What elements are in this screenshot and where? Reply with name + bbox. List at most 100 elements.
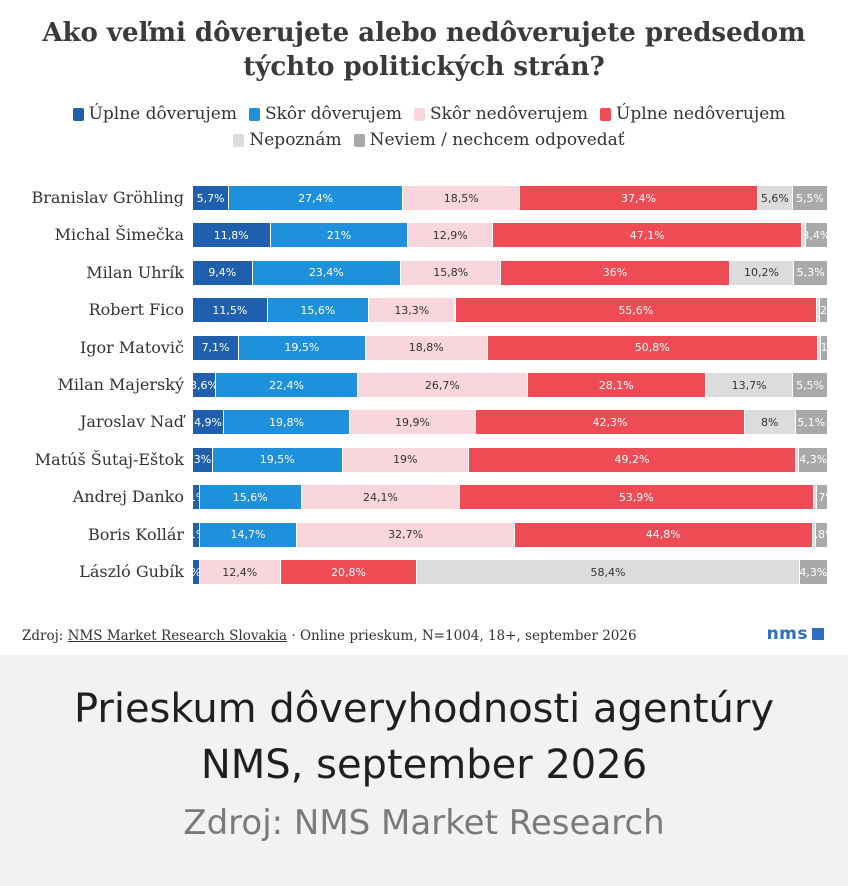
- row-label: Milan Uhrík: [86, 262, 184, 282]
- bar-segment: 18,5%: [403, 186, 521, 210]
- chart-panel: Ako veľmi dôverujete alebo nedôverujete …: [22, 18, 828, 644]
- bar-segment: 58,4%: [417, 560, 800, 584]
- bar-segment: 9,4%: [193, 260, 253, 285]
- data-label: %: [193, 566, 199, 579]
- data-label: 58,4%: [590, 565, 626, 579]
- data-label: 5,3%: [796, 266, 825, 280]
- bar-segment: 50,8%: [487, 335, 818, 360]
- data-label: ,1%: [193, 528, 199, 541]
- bar-segment: 1,2%: [820, 298, 828, 323]
- bar-segment: 26,7%: [358, 373, 528, 397]
- data-label: 12,4%: [222, 565, 258, 579]
- data-label: 12,9%: [432, 228, 468, 242]
- data-label: 19,5%: [284, 341, 320, 355]
- legend-item: Úplne dôverujem: [72, 104, 237, 124]
- data-label: 19%: [393, 453, 418, 467]
- bar-segment: 1,7%: [816, 485, 828, 510]
- data-label: 4,3%: [799, 565, 828, 579]
- legend-label: Úplne dôverujem: [88, 104, 237, 124]
- data-label: 1,2%: [820, 303, 828, 317]
- bar-segment: 5,6%: [757, 186, 794, 210]
- legend-item: Úplne nedôverujem: [600, 104, 785, 124]
- data-label: 53,9%: [618, 490, 654, 504]
- bar-segment: 19,5%: [239, 335, 366, 360]
- legend-swatch: [233, 133, 245, 147]
- data-label: 3,6%: [193, 378, 215, 392]
- bar-segment: 4,9%: [193, 410, 225, 435]
- data-label: 24,1%: [362, 490, 398, 504]
- legend-label: Skôr nedôverujem: [429, 104, 589, 124]
- data-label: 27,4%: [298, 191, 334, 205]
- data-label: 42,3%: [592, 415, 628, 429]
- bar-segment: 49,2%: [468, 447, 796, 472]
- bar-segment: 19,9%: [349, 410, 477, 435]
- data-label: 19,5%: [259, 453, 295, 467]
- legend-label: Neviem / nechcem odpovedať: [369, 130, 625, 150]
- bar-segment: 3%: [193, 447, 213, 472]
- bar-segment: [796, 447, 800, 472]
- data-label: 18,5%: [443, 191, 479, 205]
- data-label: 1,8%: [816, 528, 827, 542]
- legend-swatch: [353, 133, 365, 147]
- bar-segment: 19,5%: [212, 447, 343, 472]
- data-label: 4,3%: [799, 453, 828, 467]
- bar-segment: 1,8%: [816, 522, 828, 547]
- bar-segment: 32,7%: [297, 522, 515, 547]
- bar-segment: 4,3%: [799, 447, 828, 472]
- data-label: ,1%: [193, 491, 199, 504]
- data-label: 15,6%: [232, 490, 268, 504]
- legend-label: Úplne nedôverujem: [616, 104, 786, 124]
- bar-segment: 5,7%: [193, 186, 230, 210]
- row-label: Igor Matovič: [79, 337, 184, 357]
- data-label: 19,9%: [395, 415, 430, 429]
- data-label: 32,7%: [388, 528, 424, 542]
- data-label: 47,1%: [629, 228, 665, 242]
- bar-segment: 11,8%: [193, 223, 271, 248]
- data-label: 11,5%: [212, 303, 248, 317]
- data-label: 7,1%: [201, 341, 230, 355]
- data-label: 22,4%: [269, 378, 304, 392]
- chart-title: Ako veľmi dôverujete alebo nedôverujete …: [42, 18, 806, 82]
- bar-segment: 11,5%: [193, 298, 268, 323]
- bar-segment: 28,1%: [527, 373, 706, 397]
- data-label: 13,7%: [731, 378, 767, 392]
- legend-swatch: [600, 107, 612, 121]
- caption-title: Prieskum dôveryhodnosti agentúry NMS, se…: [73, 686, 775, 788]
- bar-segment: 5,5%: [793, 373, 828, 397]
- data-label: 5,7%: [196, 191, 225, 205]
- bar-segment: 47,1%: [493, 223, 803, 248]
- caption-source: Zdroj: NMS Market Research: [183, 803, 665, 843]
- legend-item: Nepoznám: [233, 130, 342, 150]
- bar-segment: %: [193, 560, 200, 584]
- data-label: 5,6%: [760, 191, 789, 205]
- bar-segment: [802, 223, 806, 248]
- data-label: 1,7%: [817, 490, 827, 504]
- data-label: 10,2%: [744, 266, 779, 280]
- bar-segment: 5,1%: [795, 410, 828, 435]
- bar-segment: 5,5%: [793, 186, 828, 210]
- bar-segment: [817, 298, 821, 323]
- data-label: 4,9%: [194, 415, 223, 429]
- row-label: Robert Fico: [88, 300, 184, 320]
- row-label: Branislav Gröhling: [31, 188, 184, 207]
- data-label: 23,4%: [308, 266, 344, 280]
- bar-segment: 13,3%: [369, 298, 456, 323]
- data-label: 9,4%: [208, 266, 237, 280]
- bar-segment: 22,4%: [215, 373, 359, 397]
- data-label: 5,5%: [796, 191, 825, 205]
- data-label: 1,1%: [820, 341, 828, 355]
- data-label: 37,4%: [620, 191, 656, 205]
- bar-segment: 53,9%: [460, 485, 814, 510]
- legend-swatch: [72, 107, 84, 121]
- bar-segment: 12,9%: [408, 223, 494, 248]
- data-label: 15,6%: [300, 303, 336, 317]
- source-link[interactable]: NMS Market Research Slovakia: [67, 628, 288, 644]
- data-label: 36%: [602, 266, 628, 280]
- data-label: 55,6%: [618, 303, 654, 317]
- logo-text: nms: [766, 624, 808, 644]
- data-label: 14,7%: [230, 528, 266, 542]
- bar-segment: 55,6%: [455, 298, 817, 323]
- bar-segment: 24,1%: [301, 485, 460, 510]
- bar-segment: [813, 485, 817, 510]
- row-label: Milan Majerský: [57, 375, 185, 394]
